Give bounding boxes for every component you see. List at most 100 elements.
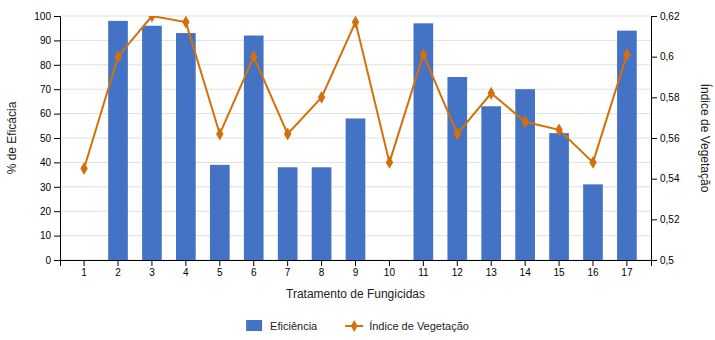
bar <box>414 23 434 260</box>
legend: EficiênciaÍndice de Vegetação <box>246 320 469 332</box>
marker <box>182 16 189 29</box>
y-tick: 90 <box>40 35 60 46</box>
tick-label: 12 <box>452 267 464 278</box>
bar <box>244 36 264 260</box>
marker <box>352 16 359 29</box>
tick-label: 0,6 <box>660 51 674 62</box>
tick-mark <box>54 162 60 163</box>
legend-marker <box>351 320 358 332</box>
tick-mark <box>457 260 458 266</box>
x-axis: 1234567891011121314151617 <box>61 260 652 278</box>
marker <box>420 48 427 61</box>
tick-mark <box>54 138 60 139</box>
x-tick: 2 <box>115 260 121 278</box>
y2-tick: 0,5 <box>651 255 674 266</box>
x-tick: 9 <box>353 260 359 278</box>
marker <box>80 162 87 175</box>
bar <box>346 118 366 260</box>
x-tick: 14 <box>520 260 532 278</box>
tick-mark <box>54 40 60 41</box>
x-axis-title: Tratamento de Fungicidas <box>286 287 425 301</box>
tick-mark <box>54 187 60 188</box>
tick-mark <box>54 89 60 90</box>
tick-mark <box>651 97 657 98</box>
tick-mark <box>54 260 60 261</box>
axis-line <box>652 17 658 261</box>
tick-label: 20 <box>40 206 52 217</box>
bar <box>74 260 94 261</box>
tick-label: 13 <box>486 267 498 278</box>
y2-tick: 0,58 <box>651 92 680 103</box>
tick-mark <box>54 65 60 66</box>
tick-label: 17 <box>621 267 633 278</box>
tick-mark <box>423 260 424 266</box>
y2-tick: 0,6 <box>651 51 674 62</box>
tick-label: 14 <box>520 267 532 278</box>
y-tick: 30 <box>40 182 60 193</box>
legend-swatch <box>246 320 262 331</box>
marker <box>386 156 393 169</box>
tick-label: 5 <box>217 267 223 278</box>
tick-label: 30 <box>40 182 52 193</box>
marker <box>454 127 461 140</box>
x-tick: 15 <box>553 260 565 278</box>
tick-label: 4 <box>183 267 189 278</box>
tick-mark <box>151 260 152 266</box>
tick-label: 90 <box>40 35 52 46</box>
tick-label: 9 <box>353 267 359 278</box>
tick-mark <box>219 260 220 266</box>
x-tick: 1 <box>81 260 87 278</box>
bar <box>108 21 128 260</box>
y2-axis-title: Índice de Vegetação <box>698 84 713 193</box>
tick-label: 40 <box>40 157 52 168</box>
y-axis-title: % de Eficácia <box>5 101 19 174</box>
bar <box>312 167 332 260</box>
bar <box>278 167 298 260</box>
y2-axis: 0,50,520,540,560,580,60,62 <box>651 11 680 266</box>
y-tick: 100 <box>34 11 60 22</box>
y-tick: 0 <box>45 255 60 266</box>
bar <box>210 165 230 260</box>
marker <box>250 50 257 63</box>
tick-mark <box>491 260 492 266</box>
tick-mark <box>253 260 254 266</box>
x-tick: 3 <box>149 260 155 278</box>
x-tick: 12 <box>452 260 464 278</box>
tick-label: 0,56 <box>660 133 680 144</box>
axis-line <box>54 17 61 261</box>
tick-label: 100 <box>34 11 51 22</box>
x-tick: 11 <box>418 260 429 278</box>
marker <box>555 123 562 136</box>
y-tick: 70 <box>40 84 60 95</box>
chart: 1234567891011121314151617010203040506070… <box>0 0 715 340</box>
tick-label: 0 <box>45 255 51 266</box>
tick-label: 8 <box>319 267 325 278</box>
axis-line <box>61 261 652 267</box>
tick-mark <box>321 260 322 266</box>
x-tick: 10 <box>384 260 396 278</box>
bar <box>481 106 501 260</box>
x-tick: 13 <box>486 260 498 278</box>
x-tick: 17 <box>621 260 633 278</box>
tick-label: 60 <box>40 108 52 119</box>
bar <box>617 31 637 260</box>
legend-label: Índice de Vegetação <box>369 320 469 332</box>
tick-mark <box>651 138 657 139</box>
tick-label: 70 <box>40 84 52 95</box>
marker <box>487 87 494 100</box>
tick-mark <box>651 260 657 261</box>
marker <box>318 91 325 104</box>
tick-mark <box>118 260 119 266</box>
marker <box>284 127 291 140</box>
tick-mark <box>651 16 657 17</box>
y-tick: 80 <box>40 60 60 71</box>
tick-mark <box>185 260 186 266</box>
tick-label: 7 <box>285 267 291 278</box>
tick-mark <box>54 16 60 17</box>
tick-mark <box>626 260 627 266</box>
tick-label: 50 <box>40 133 52 144</box>
x-tick: 7 <box>285 260 291 278</box>
bar <box>583 184 603 260</box>
legend-item: Índice de Vegetação <box>345 320 469 332</box>
line <box>84 16 627 169</box>
